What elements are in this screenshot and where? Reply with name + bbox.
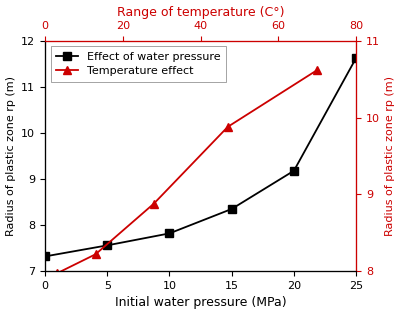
- Legend: Effect of water pressure, Temperature effect: Effect of water pressure, Temperature ef…: [51, 46, 226, 82]
- Effect of water pressure: [105, 243, 109, 247]
- Line: Temperature effect: Temperature effect: [53, 66, 321, 277]
- Effect of water pressure: [43, 255, 47, 258]
- Y-axis label: Radius of plastic zone rp (m): Radius of plastic zone rp (m): [385, 76, 395, 236]
- Temperature effect: [93, 252, 98, 256]
- Temperature effect: [54, 272, 59, 275]
- X-axis label: Initial water pressure (MPa): Initial water pressure (MPa): [115, 296, 286, 309]
- Y-axis label: Radius of plastic zone rp (m): Radius of plastic zone rp (m): [6, 76, 16, 236]
- Line: Effect of water pressure: Effect of water pressure: [41, 54, 360, 260]
- Effect of water pressure: [354, 56, 358, 60]
- Temperature effect: [315, 68, 320, 72]
- Effect of water pressure: [292, 169, 296, 173]
- Temperature effect: [225, 125, 230, 129]
- Temperature effect: [152, 202, 156, 205]
- Effect of water pressure: [229, 207, 234, 211]
- Effect of water pressure: [167, 232, 172, 235]
- X-axis label: Range of temperature (C°): Range of temperature (C°): [117, 6, 284, 19]
